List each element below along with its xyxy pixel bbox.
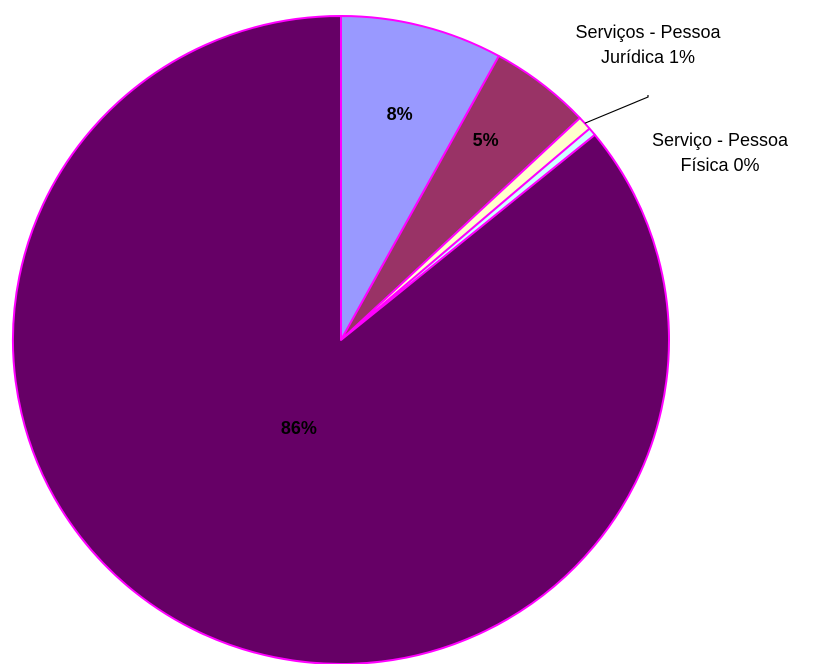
slices-layer [12, 15, 670, 664]
callout-label-2-line-1: Jurídica 1% [601, 47, 695, 67]
labels-layer: 8% 5% Serviços - Pessoa Jurídica 1% Serviço … [281, 22, 789, 438]
callout-3: Serviço - Pessoa Física 0% [652, 130, 789, 175]
pie-slice-0 [340, 15, 500, 341]
callout-label-3-line-1: Física 0% [680, 155, 759, 175]
callout-leader-line-2 [584, 95, 649, 124]
callout-2: Serviços - Pessoa Jurídica 1% [575, 22, 722, 124]
data-label-1: 5% [473, 130, 499, 150]
callout-label-3-line-0: Serviço - Pessoa [652, 130, 789, 150]
data-label-0: 8% [387, 104, 413, 124]
data-label-4: 86% [281, 418, 317, 438]
pie-slice-4 [12, 15, 670, 664]
callout-label-2-line-0: Serviços - Pessoa [575, 22, 721, 42]
